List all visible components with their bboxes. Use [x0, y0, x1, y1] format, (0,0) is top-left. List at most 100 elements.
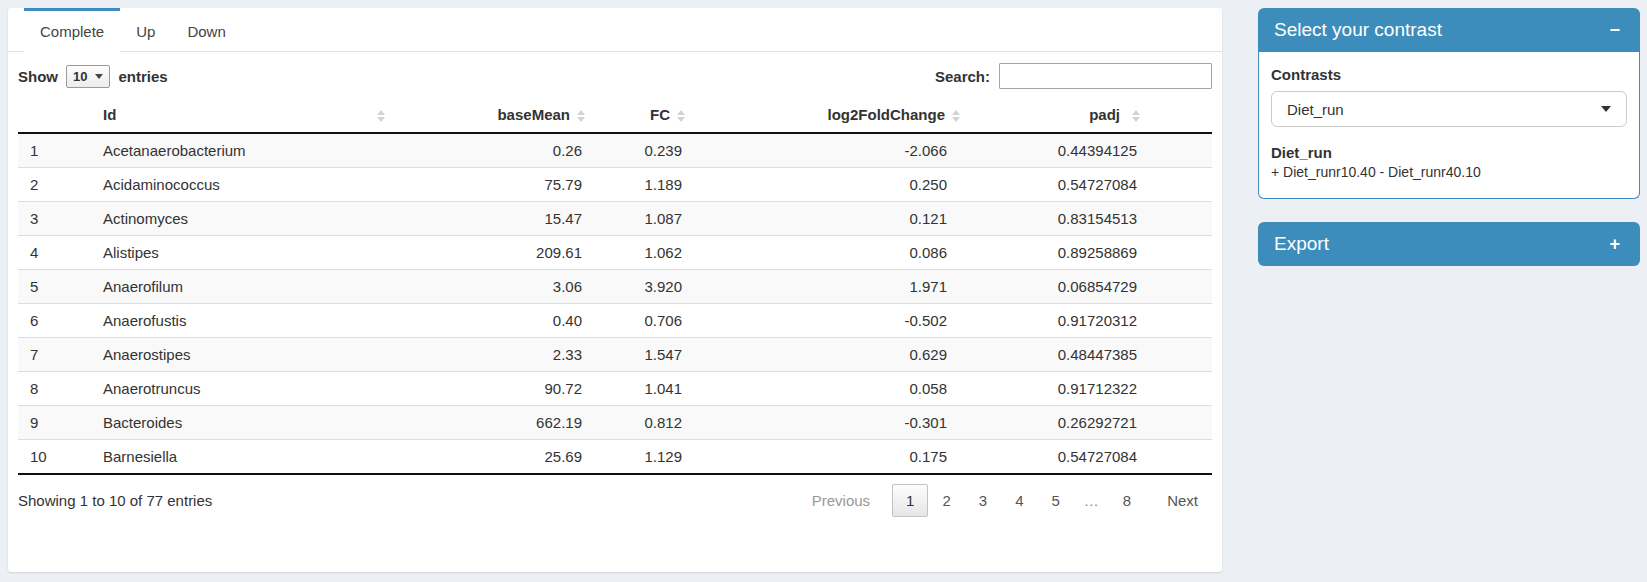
fc-cell: 1.189	[590, 168, 690, 202]
table-row: 2Acidaminococcus75.791.1890.2500.5472708…	[18, 168, 1212, 202]
export-panel: Export +	[1258, 222, 1640, 266]
column-header-basemean[interactable]: baseMean	[390, 99, 590, 133]
sort-icon	[677, 110, 685, 122]
page-length-select[interactable]: 10	[66, 65, 110, 88]
row-index-cell: 6	[18, 304, 95, 338]
basemean-cell: 0.40	[390, 304, 590, 338]
column-header-padj[interactable]: padj	[965, 99, 1212, 133]
row-index-cell: 8	[18, 372, 95, 406]
log2foldchange-cell: 0.175	[690, 440, 965, 475]
expand-plus-icon[interactable]: +	[1605, 233, 1624, 255]
id-cell: Anaerofilum	[95, 270, 390, 304]
fc-cell: 1.041	[590, 372, 690, 406]
row-index-cell: 10	[18, 440, 95, 475]
search-label: Search:	[935, 68, 990, 85]
table-controls: Show 10 entries Search:	[8, 52, 1222, 94]
padj-cell: 0.89258869	[965, 236, 1212, 270]
tab-down[interactable]: Down	[171, 8, 241, 52]
table-row: 3Actinomyces15.471.0870.1210.83154513	[18, 202, 1212, 236]
tab-up[interactable]: Up	[120, 8, 171, 52]
contrast-panel-header[interactable]: Select your contrast −	[1258, 8, 1640, 52]
contrast-detail-name: Diet_run	[1271, 144, 1627, 161]
padj-cell: 0.44394125	[965, 133, 1212, 168]
next-page-button[interactable]: Next	[1153, 484, 1212, 517]
id-cell: Anaerofustis	[95, 304, 390, 338]
column-header-padj-label: padj	[1089, 106, 1120, 123]
id-cell: Barnesiella	[95, 440, 390, 475]
contrasts-label: Contrasts	[1271, 66, 1627, 83]
result-tabs: Complete Up Down	[8, 8, 1222, 52]
previous-page-button[interactable]: Previous	[798, 484, 884, 517]
fc-cell: 0.706	[590, 304, 690, 338]
fc-cell: 1.087	[590, 202, 690, 236]
export-panel-title: Export	[1274, 233, 1329, 255]
contrast-detail-formula: + Diet_runr10.40 - Diet_runr40.10	[1271, 164, 1627, 180]
column-header-index	[18, 99, 95, 133]
length-control: Show 10 entries	[18, 65, 168, 88]
page-button-1[interactable]: 1	[892, 484, 928, 517]
page-button-2[interactable]: 2	[928, 484, 964, 517]
table-row: 4Alistipes209.611.0620.0860.89258869	[18, 236, 1212, 270]
contrast-panel: Select your contrast − Contrasts Diet_ru…	[1258, 8, 1640, 199]
page-button-4[interactable]: 4	[1001, 484, 1037, 517]
log2foldchange-cell: 0.629	[690, 338, 965, 372]
table-info: Showing 1 to 10 of 77 entries	[18, 492, 212, 509]
results-table: Id baseMean FC log2FoldChange padj	[18, 99, 1212, 475]
log2foldchange-cell: 0.086	[690, 236, 965, 270]
column-header-basemean-label: baseMean	[497, 106, 570, 123]
log2foldchange-cell: 0.058	[690, 372, 965, 406]
caret-down-icon	[1601, 106, 1611, 112]
caret-down-icon	[95, 74, 103, 79]
collapse-minus-icon[interactable]: −	[1605, 19, 1624, 41]
table-row: 9Bacteroides662.190.812-0.3010.26292721	[18, 406, 1212, 440]
page-number-buttons: 12345…8	[892, 484, 1145, 517]
tab-complete[interactable]: Complete	[24, 8, 120, 52]
column-header-id[interactable]: Id	[95, 99, 390, 133]
contrast-select-value: Diet_run	[1287, 101, 1344, 118]
contrast-select[interactable]: Diet_run	[1271, 91, 1627, 127]
page-button-8[interactable]: 8	[1109, 484, 1145, 517]
export-panel-header[interactable]: Export +	[1258, 222, 1640, 266]
basemean-cell: 662.19	[390, 406, 590, 440]
table-header-row: Id baseMean FC log2FoldChange padj	[18, 99, 1212, 133]
fc-cell: 0.812	[590, 406, 690, 440]
column-header-log2foldchange-label: log2FoldChange	[828, 106, 946, 123]
log2foldchange-cell: -2.066	[690, 133, 965, 168]
table-row: 10Barnesiella25.691.1290.1750.54727084	[18, 440, 1212, 475]
table-row: 1Acetanaerobacterium0.260.239-2.0660.443…	[18, 133, 1212, 168]
padj-cell: 0.54727084	[965, 440, 1212, 475]
sort-icon	[577, 110, 585, 122]
id-cell: Actinomyces	[95, 202, 390, 236]
padj-cell: 0.91712322	[965, 372, 1212, 406]
id-cell: Anaerotruncus	[95, 372, 390, 406]
padj-cell: 0.83154513	[965, 202, 1212, 236]
pagination-ellipsis: …	[1074, 484, 1109, 517]
log2foldchange-cell: -0.502	[690, 304, 965, 338]
basemean-cell: 15.47	[390, 202, 590, 236]
column-header-log2foldchange[interactable]: log2FoldChange	[690, 99, 965, 133]
id-cell: Acidaminococcus	[95, 168, 390, 202]
table-footer: Showing 1 to 10 of 77 entries Previous 1…	[18, 484, 1212, 517]
padj-cell: 0.91720312	[965, 304, 1212, 338]
page-button-3[interactable]: 3	[965, 484, 1001, 517]
entries-label: entries	[118, 68, 167, 85]
padj-cell: 0.54727084	[965, 168, 1212, 202]
contrast-panel-body: Contrasts Diet_run Diet_run + Diet_runr1…	[1258, 52, 1640, 199]
id-cell: Alistipes	[95, 236, 390, 270]
padj-cell: 0.26292721	[965, 406, 1212, 440]
sort-icon	[952, 110, 960, 122]
basemean-cell: 75.79	[390, 168, 590, 202]
results-card: Complete Up Down Show 10 entries Search:…	[8, 8, 1222, 572]
fc-cell: 3.920	[590, 270, 690, 304]
page-button-5[interactable]: 5	[1037, 484, 1073, 517]
show-label: Show	[18, 68, 58, 85]
row-index-cell: 1	[18, 133, 95, 168]
basemean-cell: 209.61	[390, 236, 590, 270]
column-header-fc-label: FC	[650, 106, 670, 123]
basemean-cell: 25.69	[390, 440, 590, 475]
column-header-fc[interactable]: FC	[590, 99, 690, 133]
search-input[interactable]	[999, 63, 1212, 89]
id-cell: Acetanaerobacterium	[95, 133, 390, 168]
row-index-cell: 4	[18, 236, 95, 270]
log2foldchange-cell: 0.250	[690, 168, 965, 202]
